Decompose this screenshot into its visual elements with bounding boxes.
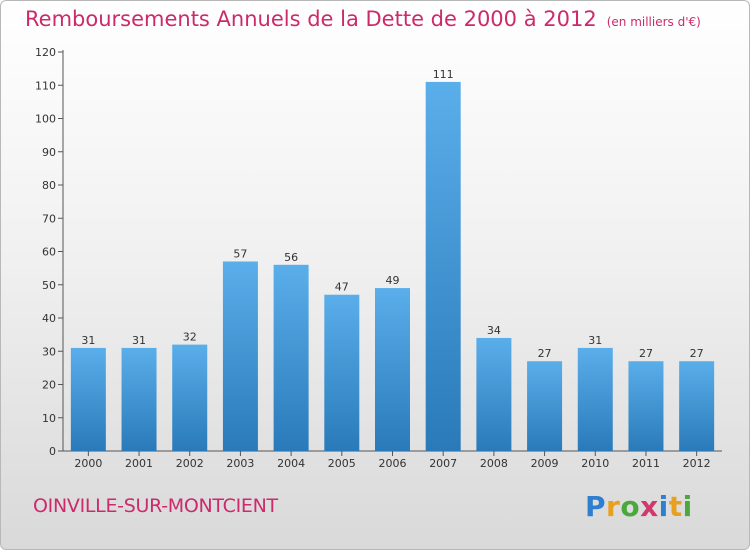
bar-2000 <box>70 347 106 451</box>
data-label-2006: 49 <box>386 274 400 287</box>
x-tick-label-2009: 2009 <box>531 457 559 470</box>
data-label-2004: 56 <box>284 251 298 264</box>
data-label-2002: 32 <box>183 331 197 344</box>
bar-2002 <box>172 344 208 451</box>
bar-2008 <box>476 337 512 451</box>
x-tick-label-2003: 2003 <box>226 457 254 470</box>
x-tick-label-2005: 2005 <box>328 457 356 470</box>
y-tick-label: 20 <box>42 379 56 392</box>
x-tick-label-2006: 2006 <box>379 457 407 470</box>
x-tick-label-2011: 2011 <box>632 457 660 470</box>
x-tick-label-2000: 2000 <box>74 457 102 470</box>
data-label-2001: 31 <box>132 334 146 347</box>
logo-letter: i <box>658 490 669 523</box>
data-label-2003: 57 <box>233 247 247 260</box>
data-label-2009: 27 <box>538 347 552 360</box>
chart-title-text: Remboursements Annuels de la Dette de 20… <box>25 7 597 31</box>
logo-letter: i <box>682 490 693 523</box>
x-tick-label-2004: 2004 <box>277 457 305 470</box>
y-tick-label: 60 <box>42 246 56 259</box>
labels: 2000 31 2001 31 2002 32 2003 57 2004 56 2005 47 2006… <box>74 68 710 470</box>
data-label-2007: 111 <box>433 68 454 81</box>
y-tick-label: 40 <box>42 312 56 325</box>
data-label-2012: 27 <box>690 347 704 360</box>
bar-2011 <box>628 361 664 451</box>
x-tick-label-2001: 2001 <box>125 457 153 470</box>
bar-2009 <box>527 361 563 451</box>
y-tick-label: 10 <box>42 412 56 425</box>
data-label-2010: 31 <box>588 334 602 347</box>
proxiti-logo[interactable]: Proxiti <box>585 490 693 523</box>
y-tick-label: 120 <box>35 46 56 59</box>
bar-2001 <box>121 347 157 451</box>
bar-2007 <box>425 81 461 452</box>
bar-2012 <box>679 361 715 451</box>
x-tick-label-2012: 2012 <box>683 457 711 470</box>
bars <box>70 81 715 452</box>
logo-letter: t <box>668 490 683 523</box>
bar-2005 <box>324 294 360 451</box>
data-label-2011: 27 <box>639 347 653 360</box>
y-tick-label: 110 <box>35 79 56 92</box>
chart-unit: (en milliers d'€) <box>606 15 701 29</box>
data-label-2005: 47 <box>335 281 349 294</box>
bar-2003 <box>222 261 258 451</box>
logo-letter: r <box>606 490 621 523</box>
y-tick-label: 100 <box>35 113 56 126</box>
data-label-2008: 34 <box>487 324 501 337</box>
x-tick-label-2007: 2007 <box>429 457 457 470</box>
commune-name: OINVILLE-SUR-MONTCIENT <box>33 495 278 517</box>
x-tick-label-2010: 2010 <box>581 457 609 470</box>
x-tick-label-2008: 2008 <box>480 457 508 470</box>
y-tick-label: 90 <box>42 146 56 159</box>
chart-title: Remboursements Annuels de la Dette de 20… <box>25 7 701 31</box>
y-tick-label: 50 <box>42 279 56 292</box>
logo-letter: o <box>620 490 641 523</box>
y-tick-label: 70 <box>42 212 56 225</box>
y-tick-label: 30 <box>42 345 56 358</box>
y-tick-label: 80 <box>42 179 56 192</box>
bar-2006 <box>375 288 410 451</box>
x-tick-label-2002: 2002 <box>176 457 204 470</box>
y-tick-label: 0 <box>49 445 56 458</box>
data-label-2000: 31 <box>81 334 95 347</box>
bar-2004 <box>273 264 309 451</box>
logo-letter: P <box>585 490 607 523</box>
logo-letter: x <box>640 490 659 523</box>
bar-2010 <box>577 347 613 451</box>
